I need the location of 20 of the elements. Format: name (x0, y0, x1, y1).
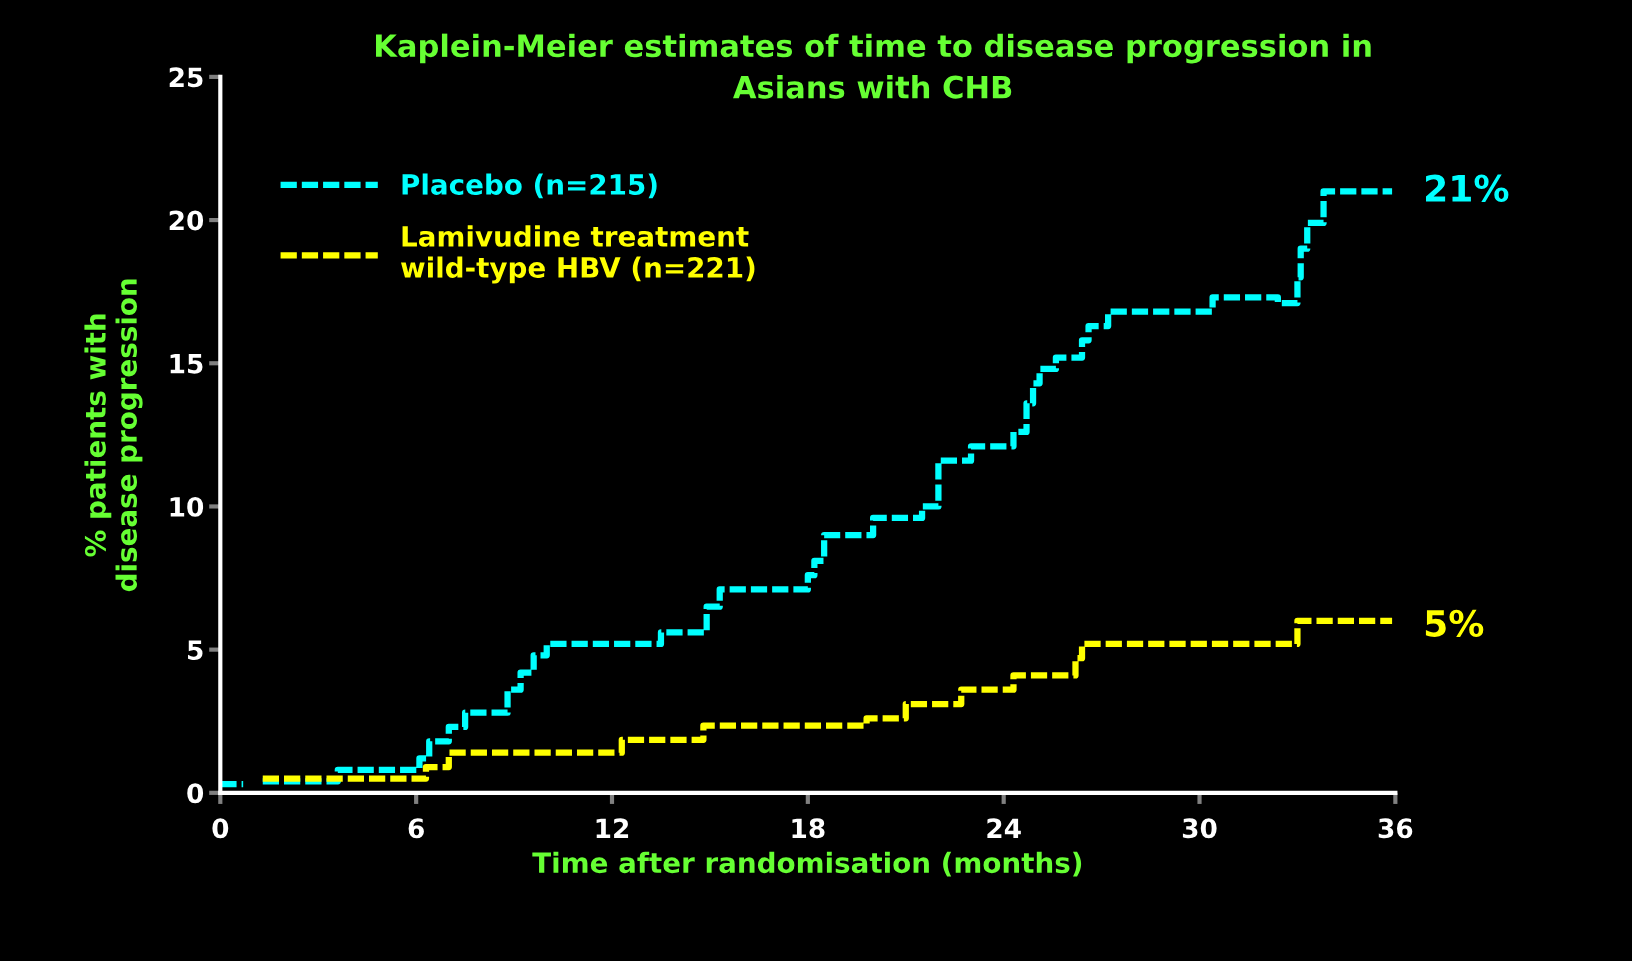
y-tick-label: 0 (187, 783, 204, 804)
x-axis-title: Time after randomisation (months) (532, 851, 1082, 877)
x-tick-label: 0 (212, 818, 229, 839)
x-tick-label: 36 (1378, 818, 1413, 839)
y-tick-label: 5 (188, 640, 203, 661)
legend-label: Placebo (n=215) (402, 173, 657, 199)
annotation: 5% (1425, 609, 1484, 638)
x-tick-label: 12 (596, 818, 629, 838)
legend-label: Lamivudine treatment wild-type HBV (n=221) (400, 225, 755, 284)
x-tick-label: 18 (792, 818, 825, 839)
chart-title: Kaplein-Meier estimates of time to disease progression in Asians with CHB (376, 33, 1371, 99)
x-tick-label: 30 (1182, 818, 1217, 839)
y-tick-label: 25 (169, 67, 203, 88)
y-tick-label: 20 (169, 210, 204, 231)
annotation: 21% (1425, 174, 1509, 202)
y-tick-label: 10 (170, 496, 204, 517)
y-axis-title: % patients with disease progression (84, 279, 143, 592)
x-tick-label: 6 (408, 818, 424, 839)
y-tick-label: 15 (170, 354, 203, 374)
x-tick-label: 24 (987, 818, 1021, 838)
